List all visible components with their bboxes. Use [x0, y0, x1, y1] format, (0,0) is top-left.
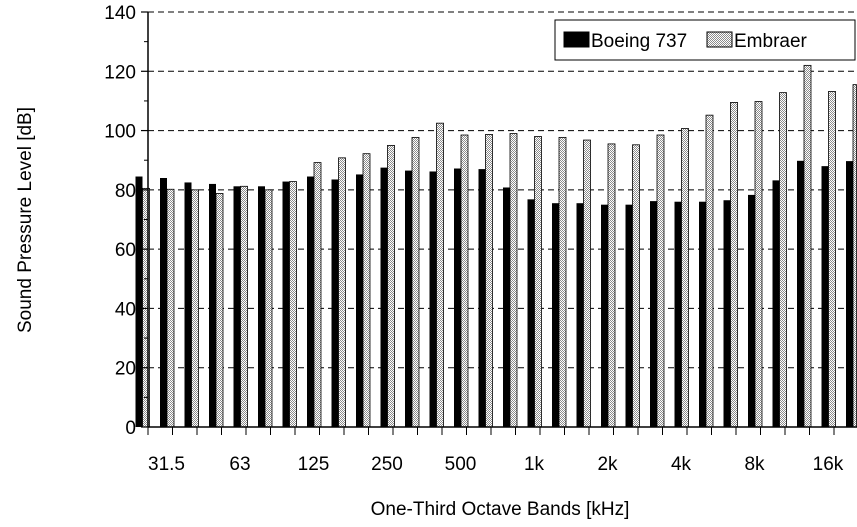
bar-boeing [527, 199, 535, 427]
bar-boeing [772, 180, 780, 427]
x-tick-label: 125 [298, 454, 330, 475]
axes: 0 20 40 60 80 100 120 140 31.5 63 125 250 500 1k 2k 4k 8… [104, 3, 857, 475]
x-tick-label: 63 [229, 454, 250, 475]
bar-boeing [552, 203, 559, 427]
y-tick-label: 100 [104, 122, 136, 143]
bar-embraer [803, 64, 812, 428]
bar-boeing [454, 168, 461, 427]
y-tick-label: 0 [125, 418, 136, 439]
bar-embraer [656, 134, 665, 428]
bar-boeing [429, 171, 437, 427]
bar-embraer [754, 101, 763, 428]
bar-embraer [264, 189, 273, 428]
bar-embraer [215, 193, 224, 428]
bar-embraer [362, 153, 371, 428]
bar-boeing [846, 161, 853, 427]
bar-embraer [240, 185, 248, 428]
bar-boeing [699, 201, 706, 427]
x-tick-label: 4k [671, 454, 692, 475]
y-tick-label: 20 [115, 359, 136, 380]
bar-boeing [576, 203, 584, 427]
y-tick-label: 80 [115, 181, 136, 202]
bar-boeing [625, 204, 633, 427]
x-tick-label: 2k [597, 454, 618, 475]
bar-embraer [705, 114, 714, 428]
bar-embraer [485, 134, 493, 428]
bar-boeing [331, 179, 339, 427]
legend: Boeing 737 Embraer [554, 19, 856, 61]
x-tick-label: 16k [813, 454, 844, 475]
x-axis-title: One-Third Octave Bands [kHz] [371, 499, 630, 520]
x-tick-label: 31.5 [148, 454, 185, 475]
bar-embraer [387, 144, 395, 428]
bar-boeing [821, 166, 829, 427]
bar-embraer [583, 139, 591, 428]
bar-boeing [282, 181, 290, 427]
bar-embraer [779, 92, 787, 428]
gridlines [148, 11, 857, 369]
bar-embraer [191, 189, 199, 428]
bar-embraer [730, 102, 738, 428]
legend-swatch-boeing [563, 31, 590, 48]
y-tick-label: 60 [115, 240, 136, 261]
bar-boeing [307, 176, 314, 427]
bar-boeing [356, 174, 363, 427]
x-tick-label: 8k [744, 454, 765, 475]
bar-boeing [674, 201, 682, 427]
bar-embraer [632, 144, 640, 428]
bar-embraer [460, 134, 469, 428]
y-tick-label: 120 [104, 62, 136, 83]
y-tick-label: 40 [115, 299, 136, 320]
legend-swatch-embraer [706, 31, 733, 48]
bar-boeing [650, 201, 657, 427]
legend-label-boeing: Boeing 737 [591, 31, 687, 52]
bar-boeing [723, 200, 731, 427]
y-axis-title: Sound Pressure Level [dB] [15, 107, 36, 333]
bar-boeing [233, 186, 241, 427]
bar-embraer [828, 91, 836, 428]
bar-embraer [313, 162, 322, 428]
bar-boeing [209, 183, 216, 427]
bars [135, 64, 857, 428]
y-tick-label: 140 [104, 3, 136, 24]
bar-boeing [258, 186, 265, 427]
bar-boeing [478, 169, 486, 427]
bar-boeing [380, 167, 388, 427]
legend-label-embraer: Embraer [734, 31, 808, 52]
bar-embraer [607, 143, 616, 428]
bar-embraer [436, 122, 444, 428]
bar-boeing [601, 204, 608, 427]
bar-boeing [797, 160, 804, 428]
bar-embraer [681, 128, 689, 428]
x-tick-label: 1k [524, 454, 545, 475]
bar-embraer [166, 188, 175, 428]
bar-boeing [405, 170, 412, 427]
bar-embraer [289, 181, 297, 428]
x-tick-label: 500 [445, 454, 477, 475]
bar-embraer [509, 133, 518, 428]
bar-embraer [411, 136, 420, 428]
bar-boeing [135, 176, 143, 427]
bar-embraer [558, 136, 567, 428]
bar-boeing [503, 187, 510, 427]
bar-boeing [184, 182, 192, 427]
bar-boeing [160, 178, 167, 427]
x-tick-label: 250 [371, 454, 403, 475]
bar-embraer [852, 84, 857, 428]
legend-frame [554, 19, 856, 61]
bar-embraer [338, 157, 346, 428]
bar-embraer [534, 136, 542, 428]
bar-boeing [748, 194, 755, 427]
